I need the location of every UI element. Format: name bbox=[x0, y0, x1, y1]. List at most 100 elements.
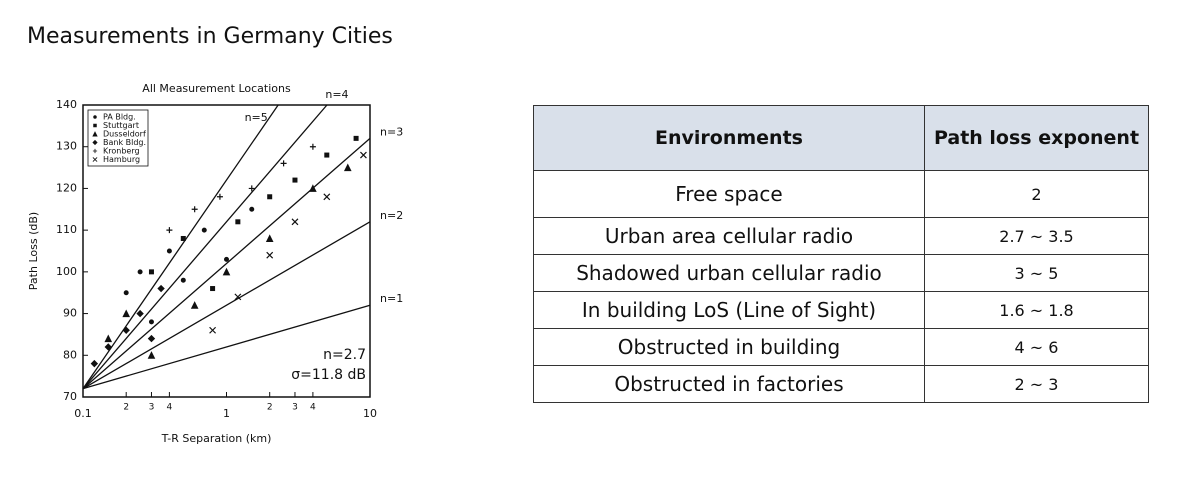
y-tick-label: 70 bbox=[63, 390, 77, 403]
y-tick-label: 140 bbox=[56, 98, 77, 111]
x-tick-label: 10 bbox=[363, 407, 377, 420]
x-tick-label: 1 bbox=[223, 407, 230, 420]
table-cell: 2 ~ 3 bbox=[924, 365, 1149, 403]
x-tick-label: 2 bbox=[267, 403, 273, 413]
data-point bbox=[191, 206, 198, 213]
table-cell: 1.6 ~ 1.8 bbox=[924, 291, 1149, 329]
data-point bbox=[266, 251, 274, 259]
legend-label: Bank Bldg. bbox=[103, 138, 146, 147]
data-point bbox=[93, 115, 97, 119]
table-cell: In building LoS (Line of Sight) bbox=[533, 291, 925, 329]
slide-title: Measurements in Germany Cities bbox=[27, 24, 393, 49]
data-point bbox=[353, 135, 359, 141]
reference-line bbox=[82, 104, 328, 390]
data-point bbox=[122, 326, 130, 334]
data-point bbox=[280, 160, 287, 167]
reference-line bbox=[82, 221, 371, 390]
y-tick-label: 90 bbox=[63, 307, 77, 320]
data-point bbox=[147, 351, 156, 359]
legend-label: Kronberg bbox=[103, 147, 140, 156]
data-point bbox=[147, 334, 156, 343]
data-point bbox=[249, 206, 255, 212]
legend-label: Hamburg bbox=[103, 155, 140, 164]
x-tick-label: 3 bbox=[292, 403, 298, 413]
data-point bbox=[224, 256, 229, 262]
data-point bbox=[123, 290, 129, 296]
data-point bbox=[137, 269, 143, 275]
data-point bbox=[92, 139, 98, 146]
table-row: Obstructed in building 4 ~ 6 bbox=[533, 328, 1149, 366]
data-point bbox=[235, 219, 241, 225]
table-cell: 2 bbox=[924, 170, 1149, 218]
legend-box bbox=[87, 109, 149, 167]
data-point bbox=[93, 123, 97, 128]
y-tick-label: 110 bbox=[56, 223, 77, 236]
header-cell: Environments bbox=[533, 105, 925, 171]
data-point bbox=[210, 286, 216, 292]
data-point bbox=[292, 177, 298, 183]
reference-label: n=1 bbox=[380, 292, 403, 305]
annotation: n=2.7 bbox=[323, 347, 366, 363]
data-point bbox=[323, 193, 331, 201]
y-tick-label: 100 bbox=[56, 265, 77, 278]
reference-label: n=4 bbox=[325, 88, 348, 101]
y-tick-label: 120 bbox=[56, 181, 77, 194]
table-cell: 3 ~ 5 bbox=[924, 254, 1149, 292]
reference-label: n=2 bbox=[380, 209, 403, 222]
chart: All Measurement Locations T-R Separation … bbox=[27, 82, 403, 445]
data-point bbox=[122, 309, 131, 318]
data-point bbox=[343, 163, 352, 172]
data-point bbox=[309, 143, 316, 150]
data-point bbox=[104, 334, 113, 343]
exponent-table: Environments Path loss exponent Free spa… bbox=[533, 105, 1149, 403]
data-point bbox=[190, 301, 199, 309]
data-point bbox=[148, 319, 154, 325]
table-row: Obstructed in factories 2 ~ 3 bbox=[533, 365, 1149, 403]
reference-line bbox=[82, 137, 371, 390]
x-tick-label: 4 bbox=[310, 403, 316, 413]
data-point bbox=[157, 284, 165, 293]
data-point bbox=[291, 218, 299, 226]
y-tick-label: 130 bbox=[56, 140, 77, 153]
table-row: In building LoS (Line of Sight) 1.6 ~ 1.8 bbox=[533, 291, 1149, 329]
data-point bbox=[248, 185, 255, 192]
reference-line bbox=[82, 304, 371, 390]
legend-label: Stuttgart bbox=[103, 121, 139, 130]
table-cell: Free space bbox=[533, 170, 925, 218]
y-axis-label: Path Loss (dB) bbox=[27, 212, 40, 290]
table-row: Free space 2 bbox=[533, 170, 1149, 218]
x-tick-label: 2 bbox=[123, 403, 129, 413]
reference-label: n=5 bbox=[245, 111, 268, 124]
data-point bbox=[136, 309, 144, 318]
data-point bbox=[265, 234, 274, 242]
header-row: Environments Path loss exponent bbox=[533, 105, 1149, 171]
data-point bbox=[92, 131, 98, 137]
reference-label: n=3 bbox=[380, 125, 403, 138]
y-tick-label: 80 bbox=[63, 348, 77, 361]
legend-label: PA Bldg. bbox=[103, 113, 136, 122]
x-tick-label: 4 bbox=[167, 403, 173, 413]
table-cell: Urban area cellular radio bbox=[533, 217, 925, 255]
data-point bbox=[234, 293, 242, 301]
data-point bbox=[92, 157, 98, 162]
data-point bbox=[267, 194, 273, 200]
data-point bbox=[309, 184, 317, 192]
header-cell: Path loss exponent bbox=[924, 105, 1149, 171]
table-cell: 2.7 ~ 3.5 bbox=[924, 217, 1149, 255]
table-cell: Obstructed in building bbox=[533, 328, 925, 366]
x-tick-label: 0.1 bbox=[74, 407, 92, 420]
x-tick-label: 3 bbox=[149, 403, 155, 413]
reference-line bbox=[82, 104, 279, 390]
data-point bbox=[360, 151, 367, 159]
data-point bbox=[180, 277, 186, 283]
x-axis-label: T-R Separation (km) bbox=[161, 432, 272, 445]
data-point bbox=[148, 269, 154, 275]
table-row: Shadowed urban cellular radio 3 ~ 5 bbox=[533, 254, 1149, 292]
annotation: σ=11.8 dB bbox=[291, 367, 366, 383]
table-cell: Obstructed in factories bbox=[533, 365, 925, 403]
data-point bbox=[166, 248, 172, 254]
data-point bbox=[92, 148, 98, 154]
chart-title: All Measurement Locations bbox=[142, 82, 291, 95]
table-cell: Shadowed urban cellular radio bbox=[533, 254, 925, 292]
